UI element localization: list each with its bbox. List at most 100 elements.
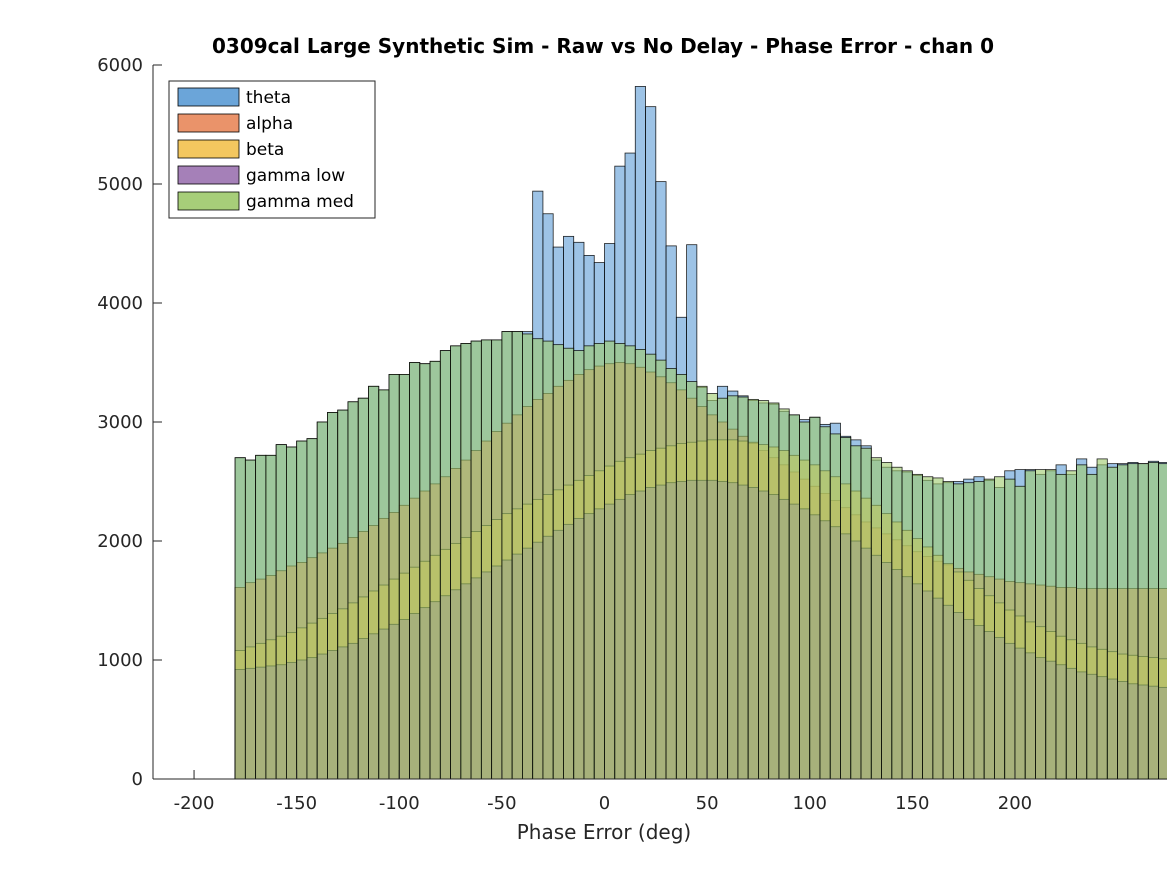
bar xyxy=(409,362,421,780)
bar xyxy=(655,359,667,780)
bar xyxy=(860,447,872,780)
bar xyxy=(563,347,575,780)
y-tick-label: 0 xyxy=(132,769,143,790)
bar xyxy=(573,350,585,780)
bar xyxy=(624,345,636,780)
legend-swatch xyxy=(177,139,240,159)
y-tick-label: 6000 xyxy=(97,55,143,76)
bar xyxy=(932,477,944,780)
legend-label: alpha xyxy=(246,114,293,134)
bar xyxy=(470,340,482,780)
bar xyxy=(1014,485,1026,780)
bars-layer xyxy=(234,86,1167,780)
bar xyxy=(675,373,687,780)
bar xyxy=(809,416,821,780)
bar xyxy=(522,333,534,780)
bar xyxy=(480,339,493,780)
x-tick-label: -150 xyxy=(276,793,317,814)
bar xyxy=(840,437,852,780)
bar xyxy=(696,385,708,780)
legend-swatch xyxy=(177,87,240,107)
legend-swatch xyxy=(177,191,240,211)
bar xyxy=(686,381,698,780)
bar xyxy=(634,349,646,780)
bar xyxy=(460,343,472,780)
bar xyxy=(994,476,1006,780)
x-tick-label: 100 xyxy=(793,793,827,814)
bar xyxy=(296,440,308,780)
y-tick-label: 4000 xyxy=(97,293,143,314)
bar xyxy=(450,345,462,780)
bar xyxy=(778,408,790,780)
bar xyxy=(604,340,616,780)
x-tick-label: -50 xyxy=(487,793,516,814)
bar xyxy=(1055,473,1067,780)
legend: theta alpha beta gamma low gamma med xyxy=(168,80,376,219)
bar xyxy=(1096,458,1108,780)
bar xyxy=(1024,470,1036,780)
bar xyxy=(1076,464,1088,780)
bar xyxy=(306,438,318,780)
bar xyxy=(244,459,257,780)
legend-swatch xyxy=(177,165,240,185)
x-tick-label: 0 xyxy=(599,793,610,814)
x-tick-label: 200 xyxy=(998,793,1032,814)
bar xyxy=(388,373,400,780)
bar xyxy=(901,470,913,780)
bar xyxy=(870,457,882,780)
bar xyxy=(911,473,924,780)
bar xyxy=(747,398,759,780)
bar xyxy=(942,481,954,780)
y-tick-label: 3000 xyxy=(97,412,143,433)
bar xyxy=(583,345,595,780)
bar xyxy=(973,481,985,780)
y-tick-label: 2000 xyxy=(97,531,143,552)
bar xyxy=(1137,463,1149,780)
bar xyxy=(819,426,831,780)
bar xyxy=(963,482,975,780)
x-tick-label: -200 xyxy=(174,793,215,814)
bar xyxy=(829,433,841,780)
bar xyxy=(398,373,410,780)
bar xyxy=(275,444,287,780)
bar xyxy=(439,350,451,780)
bar xyxy=(316,421,328,780)
bar xyxy=(511,331,523,780)
chart-title: 0309cal Large Synthetic Sim - Raw vs No … xyxy=(212,34,994,58)
bar xyxy=(491,339,503,780)
bar xyxy=(378,389,390,780)
y-tick-label: 5000 xyxy=(97,174,143,195)
bar xyxy=(727,395,739,780)
legend-label: beta xyxy=(246,140,284,160)
bar xyxy=(737,396,749,780)
bar xyxy=(758,400,770,780)
legend-swatch xyxy=(177,113,240,133)
x-tick-label: 50 xyxy=(696,793,719,814)
bar xyxy=(429,360,441,780)
bar xyxy=(1035,469,1047,780)
bar xyxy=(881,462,893,780)
bar xyxy=(1117,464,1129,780)
bar xyxy=(357,397,369,780)
bar xyxy=(1045,469,1057,780)
bar xyxy=(1065,470,1077,780)
legend-label: theta xyxy=(246,88,291,108)
bar xyxy=(891,466,903,780)
bar xyxy=(593,343,605,780)
bar xyxy=(501,331,513,780)
bar xyxy=(327,412,339,780)
bar xyxy=(542,340,554,780)
bar xyxy=(983,478,995,780)
bar xyxy=(1106,466,1118,780)
bar xyxy=(1004,478,1016,780)
bar xyxy=(788,414,800,780)
bar xyxy=(1147,462,1160,780)
bar xyxy=(419,363,431,780)
y-ticks: 0 1000 2000 3000 4000 5000 6000 xyxy=(97,55,162,790)
bar xyxy=(265,454,277,780)
legend-label: gamma low xyxy=(246,166,345,186)
bar xyxy=(1158,463,1167,780)
bar xyxy=(614,343,626,780)
bar xyxy=(922,476,934,780)
